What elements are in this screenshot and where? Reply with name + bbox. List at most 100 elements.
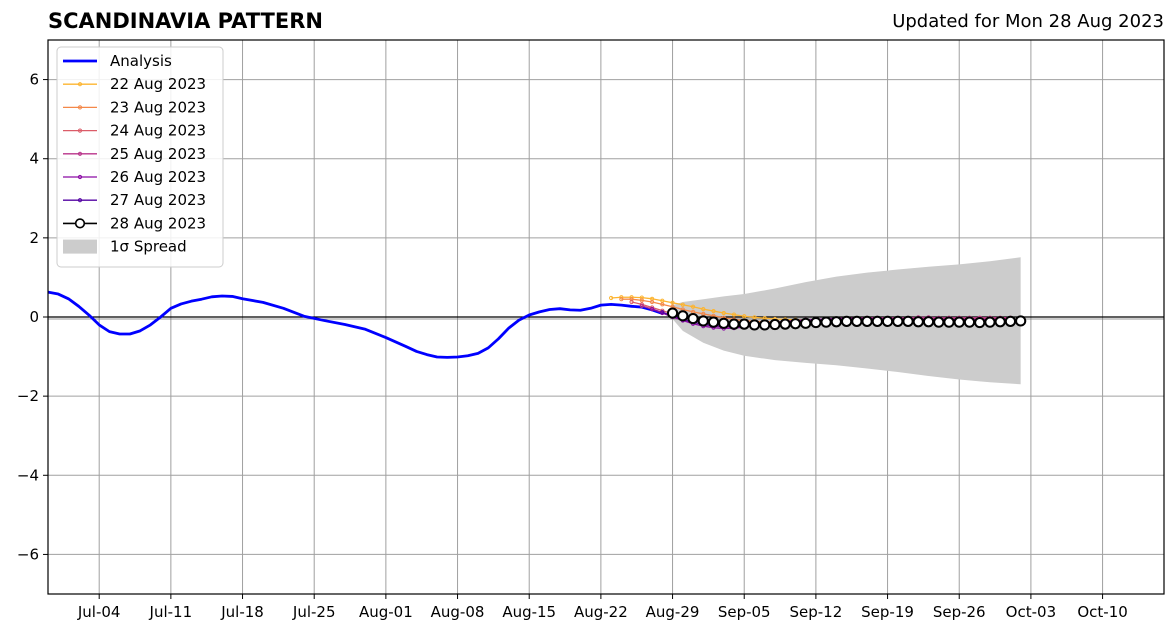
forecast-point	[629, 299, 634, 305]
forecast-point	[690, 304, 696, 309]
legend-swatch-marker	[77, 198, 83, 203]
forecast-point	[666, 307, 679, 319]
x-tick-label: Jul-11	[149, 603, 193, 621]
chart-title: SCANDINAVIA PATTERN	[48, 9, 323, 33]
y-tick-label: −4	[17, 466, 39, 484]
analysis-line	[47, 290, 663, 359]
forecast-point	[731, 312, 737, 317]
x-tick-label: Sep-19	[861, 603, 914, 621]
forecast-point	[738, 318, 750, 330]
forecast-point	[1004, 315, 1017, 327]
forecast-point	[748, 319, 761, 331]
forecast-point	[851, 315, 863, 327]
x-tick-label: Aug-08	[431, 603, 485, 621]
forecast-point	[922, 316, 935, 328]
x-tick-label: Oct-10	[1077, 603, 1127, 621]
forecast-point	[912, 316, 924, 328]
forecast-point	[963, 316, 976, 328]
x-tick-label: Aug-15	[502, 603, 556, 621]
legend-label: 27 Aug 2023	[110, 191, 206, 209]
forecast-point	[820, 316, 832, 328]
analysis-line-layer	[47, 290, 663, 359]
y-tick-label: −2	[17, 387, 39, 405]
updated-date-label: Updated for Mon 28 Aug 2023	[892, 11, 1164, 32]
legend: Analysis 22 Aug 2023 23 Aug 2023 24 Aug 202…	[56, 46, 224, 268]
forecast-point	[707, 316, 720, 328]
legend-label: 24 Aug 2023	[110, 122, 206, 140]
forecast-point	[752, 315, 757, 320]
x-tick-label: Aug-29	[646, 603, 700, 621]
y-tick-label: −6	[17, 545, 39, 563]
forecast-point	[994, 316, 1006, 328]
legend-label: 28 Aug 2023	[110, 214, 206, 232]
plot-frame	[47, 39, 1165, 595]
legend-label: 23 Aug 2023	[110, 98, 206, 116]
legend-swatch-marker	[74, 218, 86, 229]
forecast-point	[660, 310, 665, 315]
forecast-point	[639, 303, 644, 309]
forecast-point	[953, 316, 965, 328]
legend-swatch-marker	[77, 151, 83, 156]
legend-swatch-marker	[77, 128, 83, 133]
x-tick-label: Aug-01	[359, 603, 413, 621]
forecast-point	[779, 318, 791, 330]
legend-label: 22 Aug 2023	[110, 75, 206, 93]
forecast-point	[687, 312, 699, 325]
y-tick-label: 0	[29, 308, 39, 326]
forecast-point	[861, 315, 873, 327]
x-tick-label: Jul-04	[77, 603, 121, 621]
forecast-point	[810, 316, 822, 329]
legend-box	[56, 46, 224, 268]
legend-label: 25 Aug 2023	[110, 145, 206, 163]
forecast-point	[943, 316, 955, 328]
x-tick-label: Jul-18	[220, 603, 264, 621]
forecast-point	[639, 298, 644, 303]
forecast-point	[902, 315, 914, 327]
forecast-point	[881, 315, 894, 327]
legend-swatch-spread	[63, 239, 97, 254]
forecast-point	[660, 302, 665, 307]
y-tick-label: 6	[29, 71, 39, 89]
forecast-point	[841, 315, 853, 327]
y-tick-label: 4	[29, 150, 39, 168]
x-tick-label: Sep-26	[933, 603, 986, 621]
x-tick-label: Aug-22	[574, 603, 628, 621]
forecast-point	[892, 315, 904, 327]
forecast-point	[759, 319, 771, 331]
forecast-point	[728, 318, 740, 330]
forecast-point	[701, 306, 706, 312]
legend-swatch-marker	[77, 174, 83, 180]
x-tick-label: Sep-05	[718, 603, 771, 621]
forecast-point	[974, 316, 986, 329]
forecast-point	[711, 308, 716, 314]
forecast-point	[742, 314, 747, 319]
forecast-point	[649, 299, 655, 305]
forecast-point	[830, 316, 842, 328]
forecast-point	[619, 297, 624, 302]
forecast-point	[697, 315, 709, 327]
forecast-point	[649, 306, 655, 312]
x-tick-label: Oct-03	[1006, 603, 1056, 621]
forecast-point	[789, 318, 802, 330]
forecast-point	[933, 316, 945, 328]
forecast-point	[721, 310, 726, 316]
forecast-point	[871, 315, 883, 327]
forecast-point	[670, 300, 675, 305]
forecast-point	[680, 302, 685, 307]
forecast-point	[609, 295, 614, 301]
y-tick-label: 2	[29, 229, 39, 247]
x-tick-label: Sep-12	[789, 603, 842, 621]
x-tick-label: Jul-25	[292, 603, 336, 621]
legend-swatch-marker	[77, 82, 83, 87]
forecast-point	[800, 317, 812, 329]
axes: Jul-04 Jul-11 Jul-18 Jul-25 Aug-01 Aug-08 Aug-…	[17, 39, 1165, 621]
legend-label: 26 Aug 2023	[110, 168, 206, 186]
legend-swatch-marker	[77, 105, 83, 110]
legend-label-analysis: Analysis	[110, 52, 172, 70]
forecast-point	[1015, 315, 1027, 327]
forecast-point	[718, 317, 730, 329]
legend-label-spread: 1σ Spread	[110, 238, 187, 256]
forecast-point	[677, 310, 689, 322]
forecast-point	[769, 318, 781, 331]
